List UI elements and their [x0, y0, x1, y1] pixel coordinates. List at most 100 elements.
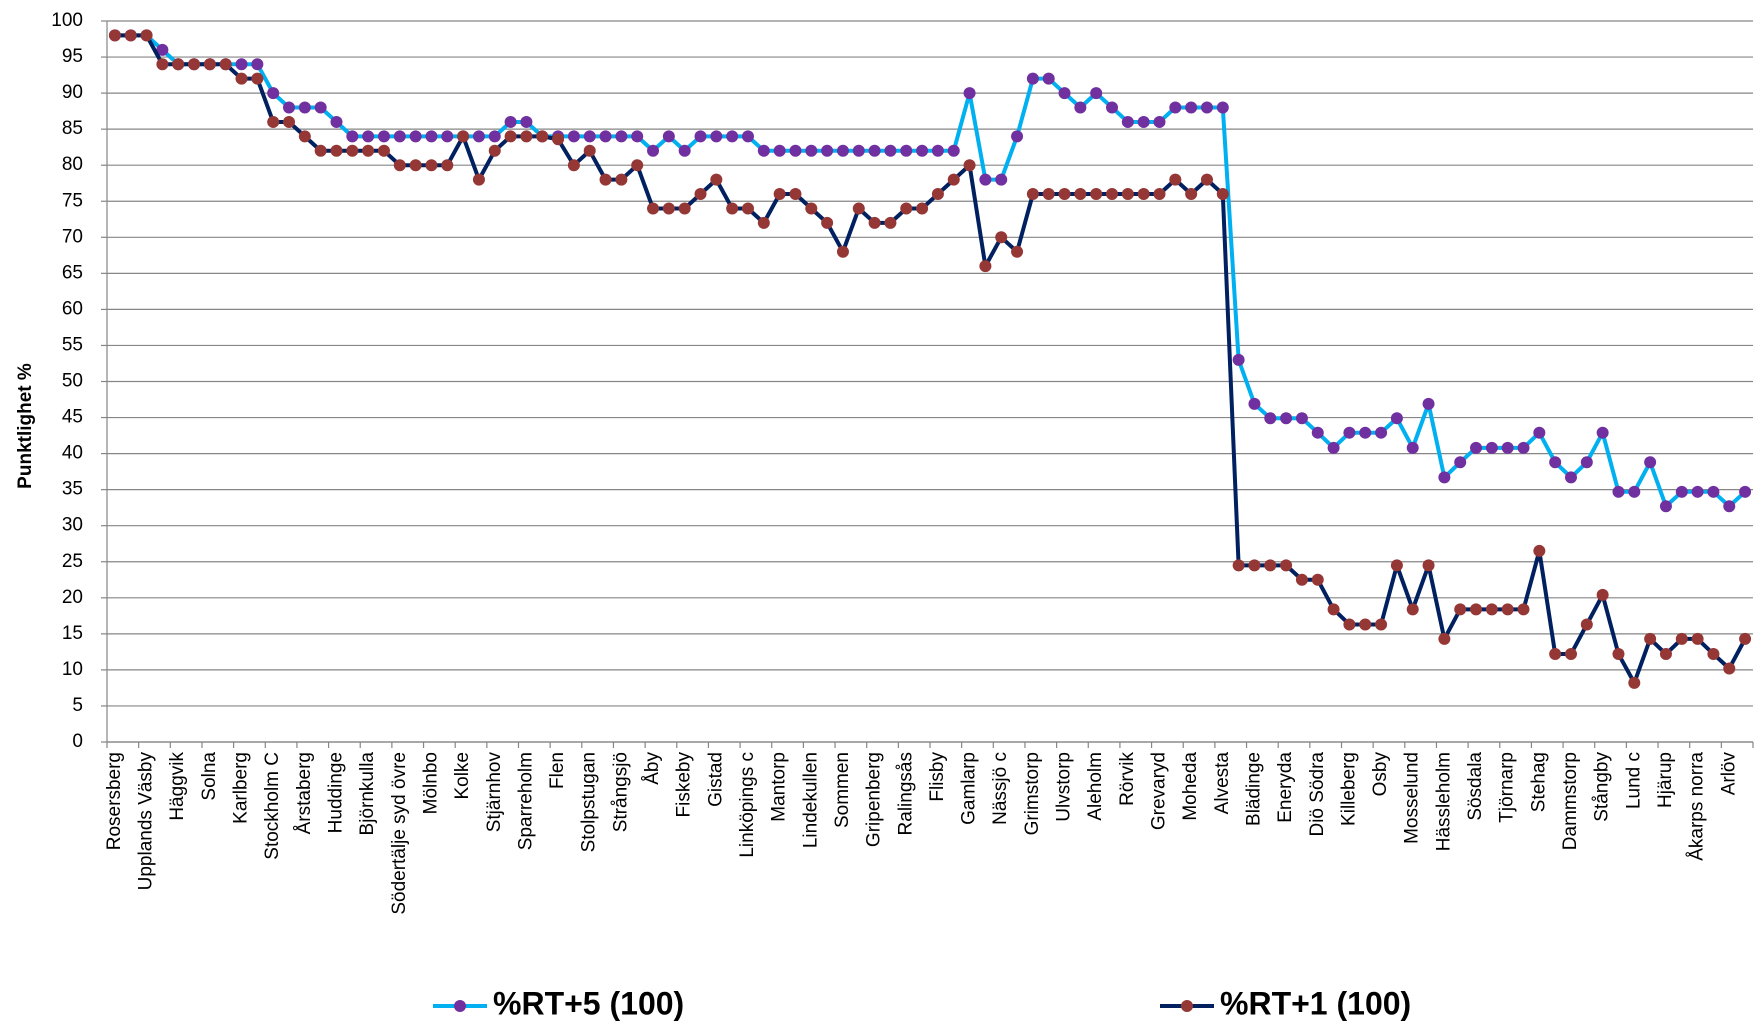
- data-point: [757, 216, 770, 229]
- x-tick-label: Ralingsås: [895, 752, 916, 835]
- data-point: [1343, 426, 1356, 439]
- data-point: [1359, 426, 1372, 439]
- data-point: [852, 202, 865, 215]
- data-point: [298, 130, 311, 143]
- data-point: [1739, 485, 1752, 498]
- legend-label: %RT+1 (100): [1220, 985, 1411, 1021]
- data-point: [900, 144, 913, 157]
- data-point: [283, 115, 296, 128]
- data-point: [836, 144, 849, 157]
- data-point: [900, 202, 913, 215]
- data-point: [599, 130, 612, 143]
- data-point: [124, 29, 137, 42]
- data-point: [1501, 603, 1514, 616]
- y-tick-label: 10: [62, 659, 83, 680]
- data-point: [472, 130, 485, 143]
- data-point: [1549, 648, 1562, 661]
- x-tick-label: Kolke: [452, 752, 473, 800]
- data-point: [1675, 485, 1688, 498]
- data-point: [1248, 397, 1261, 410]
- data-point: [1707, 485, 1720, 498]
- x-tick-label: Osby: [1370, 752, 1391, 797]
- data-point: [631, 130, 644, 143]
- x-tick-label: Rosersberg: [104, 752, 125, 850]
- data-point: [520, 130, 533, 143]
- data-point: [1438, 632, 1451, 645]
- x-tick-label: Sösdala: [1465, 752, 1486, 821]
- data-point: [251, 58, 264, 71]
- data-point: [567, 159, 580, 172]
- data-point: [1216, 101, 1229, 114]
- data-point: [1675, 632, 1688, 645]
- x-tick-label: Tjörnarp: [1497, 752, 1518, 823]
- data-point: [1390, 559, 1403, 572]
- x-tick-label: Häggvik: [167, 752, 188, 821]
- data-point: [694, 130, 707, 143]
- data-point: [156, 43, 169, 56]
- data-point: [615, 130, 628, 143]
- y-axis-title: Punktlighet %: [15, 363, 36, 489]
- x-tick-label: Linköpings c: [737, 752, 758, 858]
- data-point: [1074, 101, 1087, 114]
- y-tick-label: 65: [62, 262, 83, 283]
- data-point: [710, 173, 723, 186]
- data-point: [947, 144, 960, 157]
- x-tick-label: Rörvik: [1117, 752, 1138, 806]
- data-point: [1612, 485, 1625, 498]
- data-point: [931, 188, 944, 201]
- data-point: [504, 115, 517, 128]
- data-point: [757, 144, 770, 157]
- x-tick-label: Ulvstorp: [1054, 752, 1075, 822]
- data-point: [1026, 72, 1039, 85]
- legend-marker: [1181, 1000, 1193, 1012]
- data-point: [1723, 500, 1736, 513]
- data-point: [1596, 588, 1609, 601]
- y-tick-label: 100: [51, 10, 83, 31]
- y-tick-label: 20: [62, 587, 83, 608]
- data-point: [504, 130, 517, 143]
- x-tick-label: Alvesta: [1212, 752, 1233, 815]
- x-tick-label: Stehag: [1528, 752, 1549, 812]
- x-tick-label: Moheda: [1180, 752, 1201, 821]
- y-tick-label: 60: [62, 298, 83, 319]
- x-tick-label: Karlberg: [231, 752, 252, 824]
- data-point: [1406, 441, 1419, 454]
- data-point: [1058, 188, 1071, 201]
- data-point: [852, 144, 865, 157]
- data-point: [314, 144, 327, 157]
- data-point: [314, 101, 327, 114]
- data-point: [726, 130, 739, 143]
- data-point: [678, 202, 691, 215]
- y-tick-label: 45: [62, 407, 83, 428]
- data-point: [1090, 188, 1103, 201]
- data-point: [1691, 485, 1704, 498]
- data-point: [1375, 426, 1388, 439]
- data-point: [1169, 101, 1182, 114]
- data-point: [1438, 471, 1451, 484]
- x-tick-label: Strångsjö: [610, 752, 631, 832]
- data-point: [108, 29, 121, 42]
- data-point: [789, 188, 802, 201]
- data-point: [1549, 456, 1562, 469]
- data-point: [884, 144, 897, 157]
- legend-marker: [454, 1000, 466, 1012]
- data-point: [1106, 188, 1119, 201]
- data-point: [267, 87, 280, 100]
- data-point: [1153, 188, 1166, 201]
- x-tick-label: Sommen: [832, 752, 853, 828]
- data-point: [1454, 603, 1467, 616]
- data-point: [1280, 412, 1293, 425]
- data-point: [1090, 87, 1103, 100]
- data-point: [140, 29, 153, 42]
- data-point: [1106, 101, 1119, 114]
- data-point: [1564, 471, 1577, 484]
- data-point: [631, 159, 644, 172]
- x-tick-label: Aleholm: [1085, 752, 1106, 821]
- y-tick-label: 85: [62, 118, 83, 139]
- data-point: [1422, 397, 1435, 410]
- data-point: [377, 130, 390, 143]
- x-tick-label: Huddinge: [326, 752, 347, 833]
- data-point: [1422, 559, 1435, 572]
- data-point: [156, 58, 169, 71]
